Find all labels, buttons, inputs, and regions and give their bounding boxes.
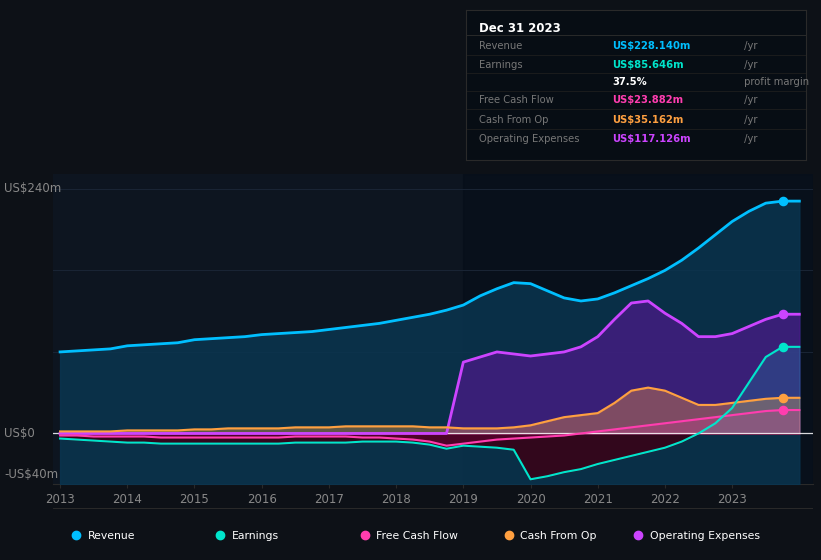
- Text: Earnings: Earnings: [232, 531, 279, 541]
- Text: Dec 31 2023: Dec 31 2023: [479, 22, 561, 35]
- Point: [776, 197, 789, 206]
- Text: US$85.646m: US$85.646m: [612, 60, 684, 70]
- Text: Free Cash Flow: Free Cash Flow: [376, 531, 458, 541]
- Text: US$228.140m: US$228.140m: [612, 41, 690, 52]
- Point: [776, 310, 789, 319]
- Text: Cash From Op: Cash From Op: [479, 115, 548, 125]
- Text: /yr: /yr: [741, 60, 758, 70]
- Text: /yr: /yr: [741, 41, 758, 52]
- Point: [776, 405, 789, 414]
- Text: /yr: /yr: [741, 95, 758, 105]
- Text: profit margin: profit margin: [741, 77, 810, 87]
- Text: Earnings: Earnings: [479, 60, 523, 70]
- Text: Revenue: Revenue: [88, 531, 135, 541]
- Text: Revenue: Revenue: [479, 41, 522, 52]
- Text: -US$40m: -US$40m: [4, 468, 58, 480]
- Point: [776, 342, 789, 351]
- Text: US$117.126m: US$117.126m: [612, 134, 690, 144]
- Text: US$23.882m: US$23.882m: [612, 95, 683, 105]
- Text: Operating Expenses: Operating Expenses: [649, 531, 759, 541]
- Point: [776, 393, 789, 402]
- Text: US$0: US$0: [4, 427, 34, 440]
- Text: US$240m: US$240m: [4, 183, 62, 195]
- Bar: [463, 174, 813, 484]
- Text: Free Cash Flow: Free Cash Flow: [479, 95, 554, 105]
- Text: /yr: /yr: [741, 134, 758, 144]
- Text: 37.5%: 37.5%: [612, 77, 647, 87]
- Text: Cash From Op: Cash From Op: [521, 531, 597, 541]
- Text: US$35.162m: US$35.162m: [612, 115, 683, 125]
- Text: Operating Expenses: Operating Expenses: [479, 134, 580, 144]
- Text: /yr: /yr: [741, 115, 758, 125]
